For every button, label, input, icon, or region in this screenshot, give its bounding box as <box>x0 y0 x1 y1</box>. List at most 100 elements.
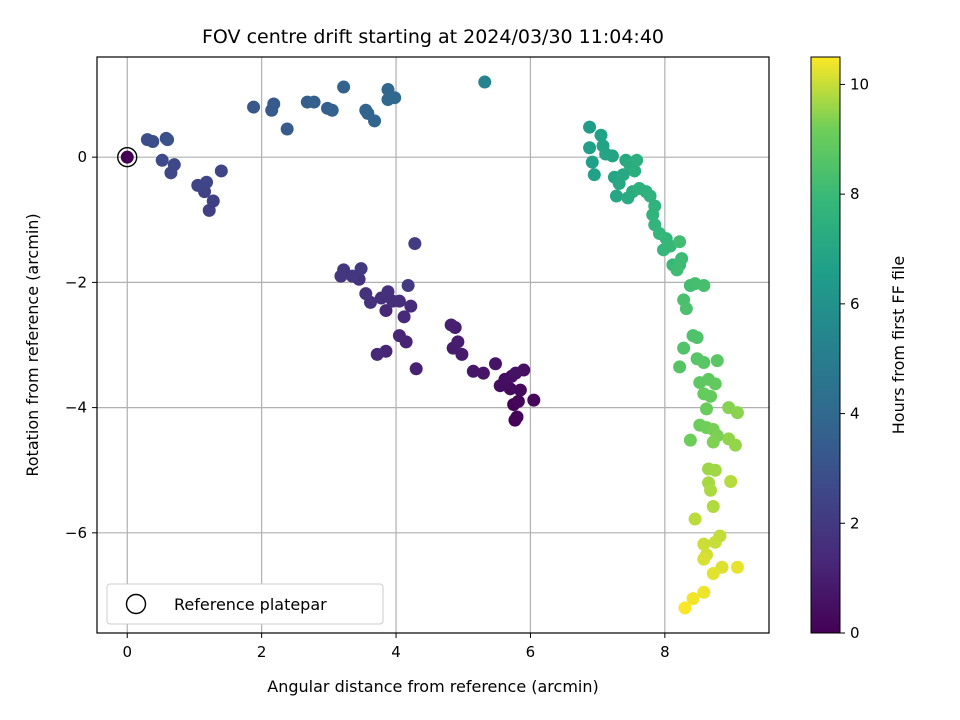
colorbar-ticks: 0 2 4 6 8 10 <box>840 75 869 642</box>
data-point <box>686 592 700 606</box>
data-point <box>616 168 630 182</box>
y-tick-label: −4 <box>65 399 87 417</box>
data-point <box>267 97 281 111</box>
data-point <box>206 194 220 208</box>
colorbar-tick-label: 2 <box>850 514 860 532</box>
data-point <box>444 318 458 332</box>
x-tick-label: 6 <box>526 643 536 661</box>
data-point <box>628 164 642 178</box>
data-point <box>247 100 261 114</box>
reference-marker <box>117 146 138 168</box>
data-point <box>451 335 465 349</box>
data-point <box>337 263 351 277</box>
data-point <box>706 567 720 581</box>
data-point <box>730 406 744 420</box>
data-point <box>697 537 711 551</box>
y-axis-label: Rotation from reference (arcmin) <box>23 213 42 476</box>
data-point <box>354 262 368 276</box>
data-point <box>307 95 321 109</box>
data-point <box>710 354 724 368</box>
data-point <box>697 356 711 370</box>
colorbar-tick-label: 6 <box>850 295 860 313</box>
data-point <box>397 310 411 324</box>
data-point <box>670 263 684 277</box>
data-point <box>370 347 384 361</box>
data-point <box>478 75 492 89</box>
data-point <box>704 483 718 497</box>
data-point <box>688 512 702 526</box>
data-point <box>476 366 490 380</box>
data-point <box>697 387 711 401</box>
colorbar-tick-label: 4 <box>850 405 860 423</box>
data-point <box>583 120 597 134</box>
data-point <box>673 235 687 249</box>
y-axis-ticks: 0 −2 −4 −6 <box>65 148 97 542</box>
data-point <box>488 357 502 371</box>
x-tick-label: 2 <box>257 643 267 661</box>
data-point <box>374 291 388 305</box>
data-point <box>368 114 382 128</box>
colorbar-tick-label: 10 <box>850 75 869 93</box>
colorbar-label: Hours from first FF file <box>889 256 908 435</box>
chart-title: FOV centre drift starting at 2024/03/30 … <box>202 26 664 48</box>
data-point <box>359 287 373 301</box>
data-point <box>630 153 644 167</box>
colorbar-tick-label: 8 <box>850 185 860 203</box>
data-point <box>724 474 738 488</box>
y-tick-label: −6 <box>65 524 87 542</box>
data-point <box>408 237 422 251</box>
data-point <box>677 341 691 355</box>
scatter-points <box>117 75 744 615</box>
data-point <box>706 500 720 514</box>
data-point <box>675 252 689 266</box>
data-point <box>404 299 418 313</box>
data-point <box>730 560 744 574</box>
data-point <box>167 158 181 172</box>
data-point <box>388 91 402 105</box>
colorbar-gradient <box>810 56 841 634</box>
data-point <box>392 329 406 343</box>
data-point <box>697 552 711 566</box>
data-point <box>594 128 608 142</box>
legend: Reference platepar <box>106 583 384 625</box>
x-axis-label: Angular distance from reference (arcmin) <box>267 677 598 696</box>
data-point <box>697 279 711 293</box>
data-point <box>728 438 742 452</box>
data-point <box>585 155 599 169</box>
data-point <box>280 122 294 136</box>
data-point <box>466 364 480 378</box>
data-point <box>587 168 601 182</box>
legend-marker <box>125 593 147 615</box>
colorbar: 0 2 4 6 8 10 Hours from first FF file <box>810 56 908 642</box>
data-point <box>583 141 597 155</box>
data-point <box>513 383 527 397</box>
data-point <box>161 133 175 147</box>
y-tick-label: 0 <box>77 148 87 166</box>
legend-label: Reference platepar <box>174 595 327 614</box>
data-point <box>678 601 692 615</box>
data-point <box>401 279 415 293</box>
plot-frame <box>96 56 770 634</box>
data-point <box>509 366 523 380</box>
data-point <box>146 135 160 149</box>
legend-box <box>106 583 384 625</box>
data-point <box>673 360 687 374</box>
data-point <box>690 330 704 344</box>
data-point <box>337 80 351 94</box>
data-point <box>700 402 714 416</box>
data-point <box>200 175 214 189</box>
data-point <box>511 394 525 408</box>
data-point <box>510 410 524 424</box>
x-axis-ticks: 0 2 4 6 8 <box>122 633 670 661</box>
x-tick-label: 0 <box>122 643 132 661</box>
x-tick-label: 4 <box>391 643 401 661</box>
y-tick-label: −2 <box>65 273 87 291</box>
x-tick-label: 8 <box>660 643 670 661</box>
data-point <box>706 435 720 449</box>
data-point <box>646 208 660 222</box>
data-point <box>679 302 693 316</box>
grid-lines <box>97 57 769 633</box>
data-point <box>214 164 228 178</box>
data-point <box>683 433 697 447</box>
